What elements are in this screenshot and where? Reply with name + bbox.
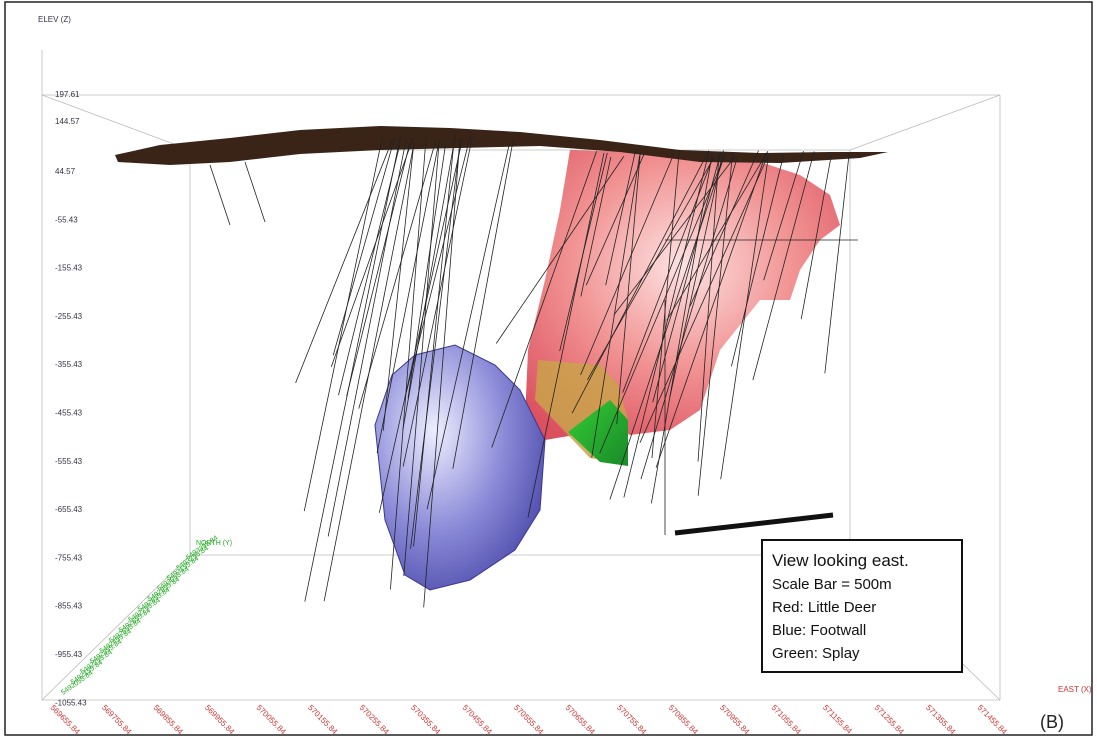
drill-hole — [824, 154, 850, 374]
drill-hole — [697, 153, 733, 496]
drill-hole — [495, 156, 625, 344]
panel-label: (B) — [1040, 712, 1064, 732]
drill-hole — [426, 143, 510, 510]
drill-hole — [332, 137, 396, 356]
wireframe — [41, 50, 1001, 701]
topography-surface — [115, 126, 888, 165]
legend-entry: Scale Bar = 500m — [772, 576, 892, 593]
drill-hole — [323, 142, 415, 602]
drill-hole — [651, 150, 680, 459]
drill-hole — [800, 154, 832, 320]
drill-hole — [731, 155, 784, 367]
drill-hole — [390, 138, 427, 590]
drill-hole — [491, 151, 597, 448]
drill-hole — [720, 156, 769, 480]
x-axis-label: EAST (X) — [1058, 685, 1092, 694]
z-tick-label: -555.43 — [55, 457, 83, 466]
drill-hole — [423, 139, 461, 608]
drill-hole — [585, 154, 645, 286]
drill-hole — [338, 144, 401, 396]
legend-box — [761, 539, 963, 673]
drill-holes — [209, 135, 858, 608]
drill-hole — [295, 139, 393, 384]
drill-hole — [763, 150, 804, 281]
little-deer-zone — [525, 150, 840, 440]
drill-hole — [376, 143, 440, 454]
drill-hole — [655, 152, 767, 468]
scale-bar — [674, 512, 834, 536]
legend-entry: Blue: Footwall — [772, 622, 866, 639]
legend: View looking east. Scale Bar = 500m Red: L… — [772, 551, 909, 662]
drill-hole — [378, 138, 463, 513]
drill-hole — [304, 135, 401, 602]
drill-hole — [639, 153, 770, 443]
drill-hole — [527, 152, 605, 518]
drill-hole — [697, 153, 720, 462]
z-tick-label: -1055.43 — [55, 698, 87, 707]
drill-hole — [652, 151, 722, 403]
z-tick-label: -855.43 — [55, 602, 83, 611]
drill-hole — [303, 139, 383, 512]
drill-hole — [580, 157, 673, 376]
drill-hole — [599, 153, 726, 454]
drill-hole — [346, 143, 410, 397]
drill-hole — [609, 155, 725, 500]
drill-hole — [452, 138, 514, 469]
drill-hole — [382, 144, 415, 431]
z-tick-label: -755.43 — [55, 553, 83, 562]
drill-hole — [403, 140, 440, 577]
drill-hole — [571, 150, 710, 414]
legend-entry: View looking east. — [772, 551, 909, 570]
drill-hole — [244, 161, 266, 223]
z-tick-label: -655.43 — [55, 505, 83, 514]
drill-hole — [623, 152, 710, 498]
drill-hole — [752, 151, 815, 381]
drill-hole — [666, 151, 769, 321]
drill-hole — [689, 150, 759, 307]
z-tick-label: -255.43 — [55, 312, 83, 321]
z-tick-label: 197.61 — [55, 90, 80, 99]
drill-hole — [358, 140, 437, 409]
drill-hole — [650, 155, 713, 504]
z-tick-label: 144.57 — [55, 117, 80, 126]
drill-hole — [330, 137, 414, 368]
drill-hole — [209, 164, 231, 226]
z-tick-label: 44.57 — [55, 167, 76, 176]
z-tick-label: -55.43 — [55, 215, 78, 224]
legend-entry: Green: Splay — [772, 645, 860, 662]
splay-zone — [568, 400, 628, 466]
drill-hole — [591, 155, 641, 458]
z-tick-label: -355.43 — [55, 360, 83, 369]
z-tick-label: -455.43 — [55, 409, 83, 418]
legend-entry: Red: Little Deer — [772, 599, 876, 616]
y-axis-label: NORTH (Y) — [196, 540, 232, 547]
drill-hole — [616, 152, 641, 425]
drill-hole — [402, 135, 456, 431]
drill-hole — [580, 156, 612, 297]
drill-hole — [605, 150, 636, 286]
z-tick-label: -955.43 — [55, 650, 83, 659]
drill-hole — [327, 138, 407, 537]
z-axis-label: ELEV (Z) — [38, 15, 71, 24]
z-tick-label: -155.43 — [55, 264, 83, 273]
drill-hole — [640, 157, 738, 480]
